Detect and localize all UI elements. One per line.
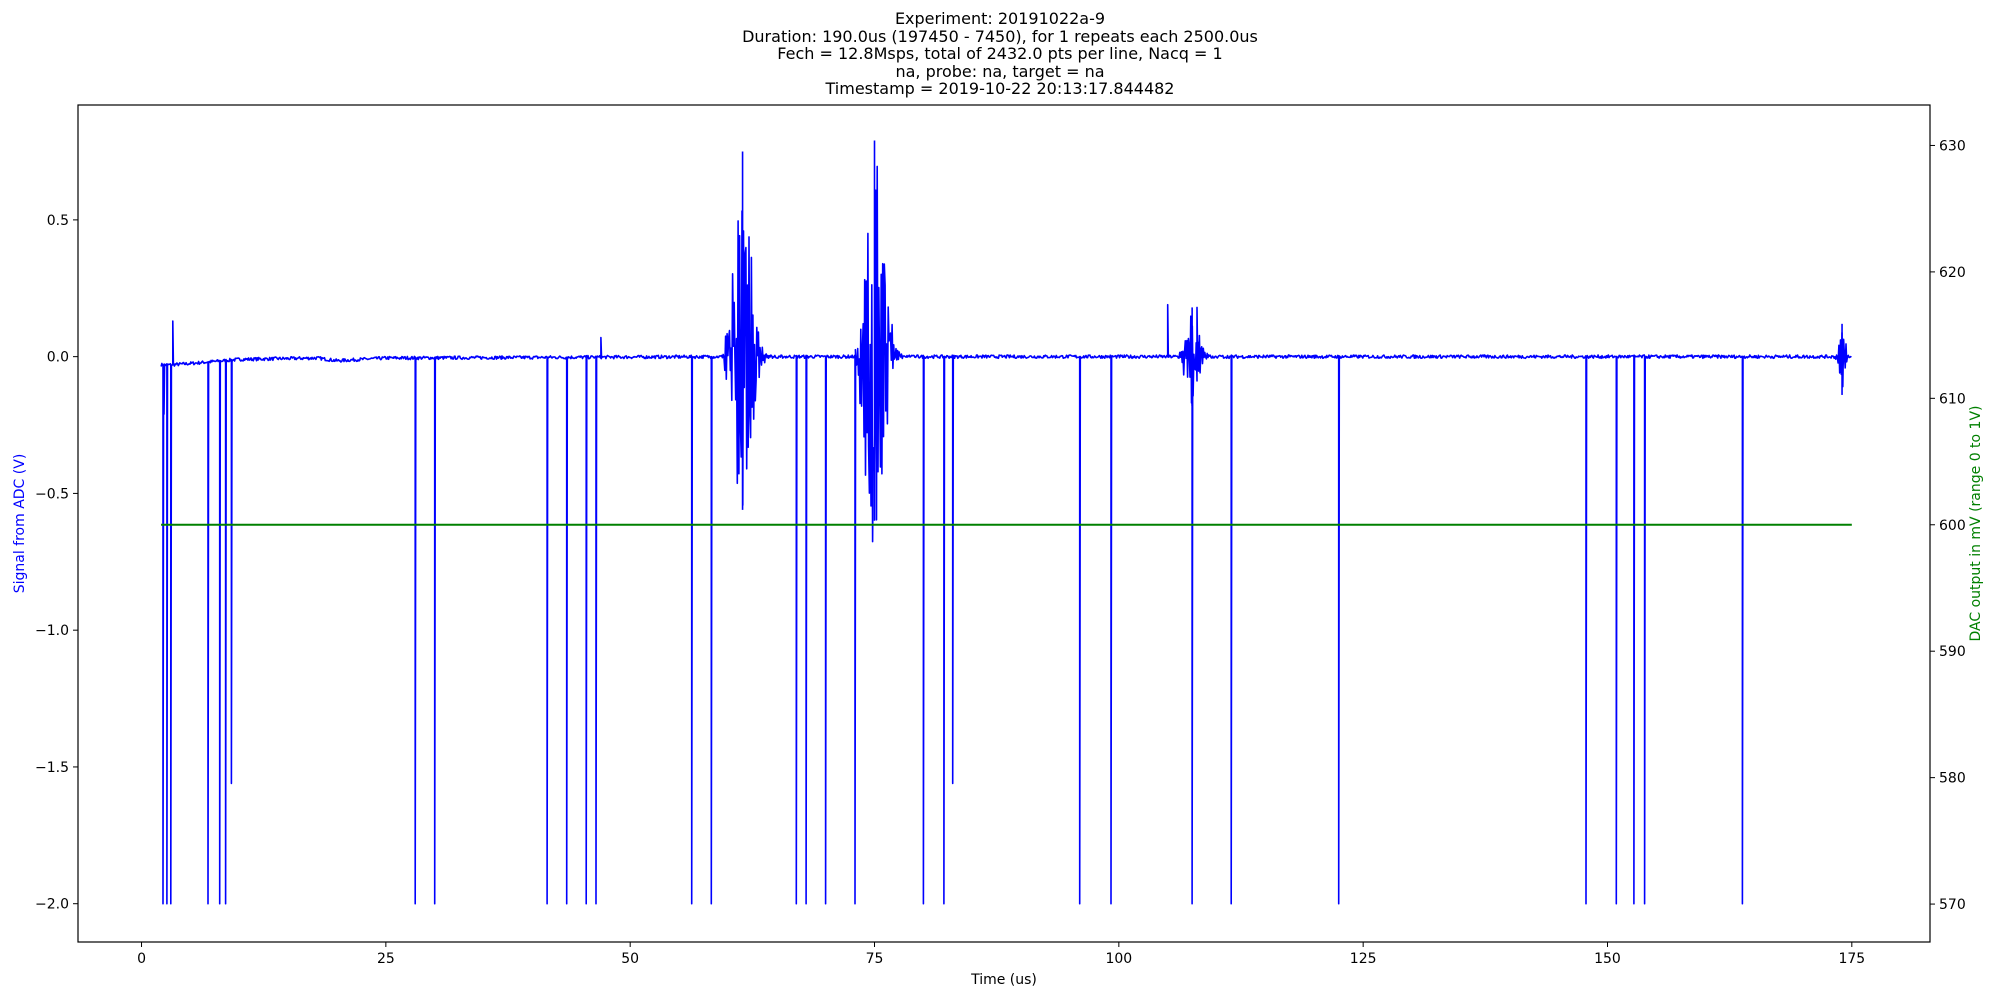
x-tick-label: 175 — [1838, 951, 1865, 967]
y-right-tick-label: 610 — [1939, 391, 1966, 407]
y-right-tick-label: 600 — [1939, 518, 1966, 534]
y-left-tick-label: −1.5 — [35, 760, 69, 776]
x-tick-label: 125 — [1350, 951, 1377, 967]
y-left-tick-label: 0.0 — [47, 350, 69, 366]
adc-signal-line — [160, 165, 1852, 905]
y-left-tick-label: −1.0 — [35, 623, 69, 639]
y-left-tick-label: −2.0 — [35, 897, 69, 913]
x-tick-label: 25 — [377, 951, 395, 967]
y-axis-left-label: Signal from ADC (V) — [12, 454, 28, 594]
y-right-tick-label: 590 — [1939, 644, 1966, 660]
y-right-tick-label: 620 — [1939, 265, 1966, 281]
y-right-tick-label: 570 — [1939, 897, 1966, 913]
y-left-tick-label: 0.5 — [47, 213, 69, 229]
x-tick-label: 50 — [621, 951, 639, 967]
title-line-sampling: Fech = 12.8Msps, total of 2432.0 pts per… — [777, 44, 1223, 63]
y-axis-right-label: DAC output in mV (range 0 to 1V) — [1968, 405, 1984, 641]
y-right-tick-label: 630 — [1939, 138, 1966, 154]
plot-frame — [77, 104, 1931, 943]
x-tick-label: 75 — [866, 951, 884, 967]
x-tick-label: 150 — [1594, 951, 1621, 967]
x-axis-label: Time (us) — [970, 972, 1037, 988]
y-left-tick-label: −0.5 — [35, 486, 69, 502]
title-line-duration: Duration: 190.0us (197450 - 7450), for 1… — [742, 26, 1258, 46]
x-tick-label: 100 — [1105, 951, 1132, 967]
y-right-tick-label: 580 — [1939, 771, 1966, 787]
x-tick-label: 0 — [137, 951, 146, 967]
title-line-timestamp: Timestamp = 2019-10-22 20:13:17.844482 — [825, 79, 1175, 98]
chart-title: Experiment: 20191022a-9 Duration: 190.0u… — [0, 10, 2000, 98]
axes-ticks: 0 25 50 75 100 125 150 175 −2.0 −1.5 −1.0 −0.5 0.0 0.… — [35, 138, 1966, 967]
title-line-probe: na, probe: na, target = na — [895, 61, 1105, 81]
plot-data — [160, 140, 1852, 905]
title-line-experiment: Experiment: 20191022a-9 — [894, 9, 1106, 28]
